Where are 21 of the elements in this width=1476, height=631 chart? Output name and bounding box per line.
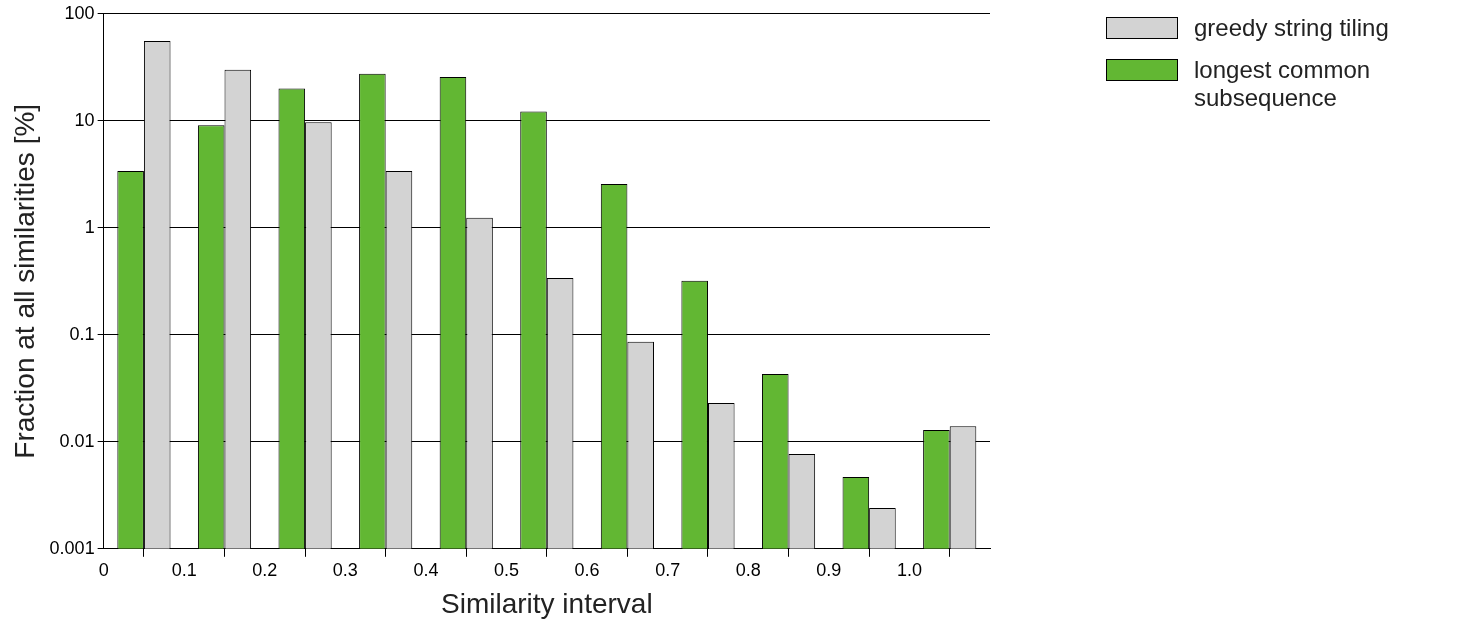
x-tick-label: 0.2 [252, 559, 278, 580]
x-tick-label: 0.6 [574, 559, 600, 580]
x-tick-label: 0.8 [735, 559, 761, 580]
legend-label: greedy string tiling [1194, 14, 1389, 42]
x-tick-label: 0.5 [494, 559, 520, 580]
y-tick-label: 0.01 [59, 430, 95, 451]
x-axis-title: Similarity interval [441, 587, 653, 619]
x-tick-label: 0.7 [655, 559, 681, 580]
y-axis-title: Fraction at all similarities [%] [8, 103, 40, 459]
y-tick-label: 0.001 [49, 537, 95, 558]
legend-label: longest common subsequence [1194, 56, 1372, 112]
x-tick-label: 0 [98, 559, 109, 580]
x-tick-label: 1.0 [896, 559, 922, 580]
y-tick-label: 100 [64, 2, 95, 23]
x-tick-label: 0.3 [332, 559, 358, 580]
y-tick-label: 0.1 [69, 323, 95, 344]
x-tick-label: 0.9 [816, 559, 842, 580]
y-tick-label: 10 [74, 109, 95, 130]
x-tick-label: 0.1 [171, 559, 197, 580]
y-tick-label: 1 [84, 216, 95, 237]
x-tick-label: 0.4 [413, 559, 439, 580]
